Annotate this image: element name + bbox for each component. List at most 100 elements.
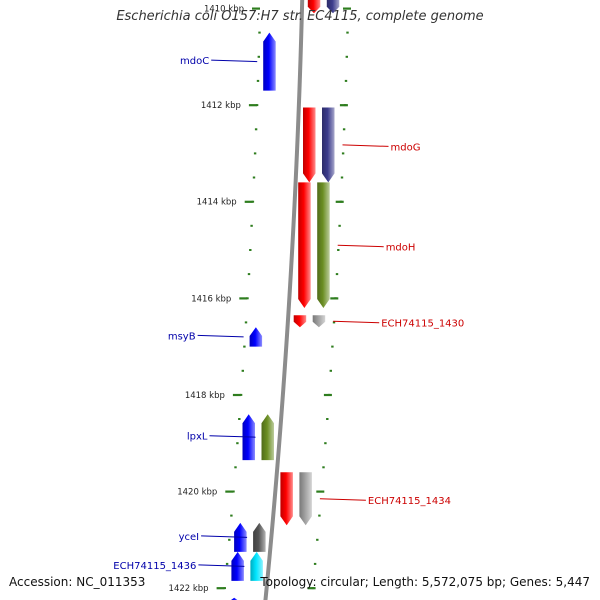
minor-tick-left (249, 249, 252, 251)
gene-feature[interactable] (280, 472, 293, 526)
gene-label[interactable]: lpxL (187, 432, 208, 443)
gene-msyb[interactable] (249, 327, 263, 347)
minor-tick-right (340, 176, 344, 179)
kbp-label: 1410 kbp (204, 5, 244, 15)
minor-tick-right (332, 321, 336, 324)
major-tick-left (244, 200, 253, 203)
gene-feature[interactable] (298, 182, 311, 308)
topology-length-genes-text: Topology: circular; Length: 5,572,075 bp… (260, 575, 590, 589)
gene-label-leader (198, 564, 245, 567)
minor-tick-left (228, 538, 231, 541)
gene-ech74115_1434[interactable] (299, 472, 312, 526)
gene-mdoc[interactable] (263, 32, 276, 91)
gene-mdog[interactable] (322, 107, 335, 183)
minor-tick-left (243, 345, 246, 348)
gene-label-leader (211, 59, 258, 63)
minor-tick-right (313, 562, 317, 565)
minor-tick-left (225, 562, 229, 565)
gene-feature[interactable] (307, 0, 321, 14)
major-tick-left (252, 7, 260, 10)
minor-tick-left (230, 514, 233, 517)
gene-feature[interactable] (303, 107, 316, 183)
gene-label-leader (333, 320, 380, 324)
minor-tick-left (223, 587, 226, 590)
gene-labels: mdoC mdoG mdoH ECH74115_1430 msyB lpxL ECH7411… (113, 56, 464, 572)
gene-label[interactable]: msyB (168, 331, 196, 342)
gene-label[interactable]: ECH74115_1434 (368, 496, 451, 507)
gene-label[interactable]: ECH74115_1430 (381, 319, 464, 330)
minor-tick-right (318, 514, 321, 517)
minor-tick-left (258, 31, 261, 34)
gene-label[interactable]: mdoC (180, 56, 209, 67)
gene-lpxl[interactable] (261, 414, 275, 461)
minor-tick-left (246, 297, 249, 300)
gene-feature[interactable] (228, 597, 241, 600)
major-tick-left (232, 393, 241, 397)
gene-ech74115_1430[interactable] (312, 315, 326, 328)
minor-tick-left (247, 273, 251, 276)
kbp-label: 1414 kbp (197, 198, 237, 208)
minor-tick-left (232, 490, 235, 493)
accession-text: Accession: NC_011353 (9, 575, 146, 589)
minor-tick-left (250, 224, 253, 227)
gene-label[interactable]: mdoG (391, 142, 421, 153)
minor-tick-left (241, 369, 244, 372)
gene-label[interactable]: yceI (179, 532, 200, 543)
minor-tick-right (331, 345, 334, 348)
minor-tick-left (254, 128, 258, 131)
minor-tick-left (255, 104, 259, 107)
minor-tick-left (234, 466, 237, 469)
minor-tick-right (335, 273, 339, 276)
gene-mdoh[interactable] (317, 182, 330, 308)
minor-tick-left (244, 321, 248, 324)
minor-tick-right (341, 152, 345, 155)
gene-label-leader (201, 535, 248, 538)
major-tick-left (248, 104, 257, 107)
minor-tick-right (346, 31, 349, 34)
gene-label-leader (197, 334, 244, 338)
gene-features (228, 0, 340, 600)
minor-tick-right (338, 224, 341, 227)
major-tick-left (216, 587, 225, 590)
minor-tick-left (256, 79, 260, 82)
minor-tick-right (326, 418, 329, 420)
minor-tick-left (239, 393, 243, 396)
gene-ech74115_1436[interactable] (250, 551, 263, 581)
minor-tick-right (342, 128, 346, 131)
gene-ycei[interactable] (253, 522, 266, 552)
major-tick-left (225, 490, 234, 493)
major-tick-left (239, 297, 248, 300)
major-tick-right (339, 104, 348, 107)
minor-tick-right (329, 369, 332, 372)
minor-tick-right (337, 249, 340, 251)
kbp-label: 1422 kbp (169, 584, 209, 594)
gene-feature[interactable] (326, 0, 340, 14)
gene-label[interactable]: mdoH (386, 243, 416, 254)
minor-tick-left (253, 152, 257, 155)
genome-title: Escherichia coli O157:H7 str. EC4115, co… (116, 9, 484, 24)
gene-feature[interactable] (293, 315, 307, 328)
minor-tick-left (238, 418, 241, 420)
minor-tick-right (344, 79, 348, 82)
minor-tick-right (345, 55, 348, 58)
minor-tick-left (236, 442, 239, 445)
major-tick-right (335, 200, 344, 203)
major-tick-right (343, 7, 351, 10)
minor-tick-left (251, 200, 255, 203)
minor-tick-left (252, 176, 256, 179)
kbp-label: 1420 kbp (177, 488, 217, 498)
kbp-ruler: 1410 kbp 1412 kbp 1414 kbp 1416 kbp 1418 kbp… (169, 5, 351, 594)
minor-tick-left (257, 55, 260, 58)
minor-tick-right (324, 442, 327, 445)
kbp-label: 1416 kbp (191, 294, 231, 304)
gene-label[interactable]: ECH74115_1436 (113, 561, 196, 572)
gene-label-leader (319, 498, 366, 501)
gene-label-leader (342, 144, 389, 147)
minor-tick-right (316, 538, 319, 541)
kbp-label: 1412 kbp (201, 101, 241, 111)
gene-label-leader (337, 244, 384, 248)
genome-backbone (263, 0, 305, 600)
major-tick-right (323, 393, 332, 397)
